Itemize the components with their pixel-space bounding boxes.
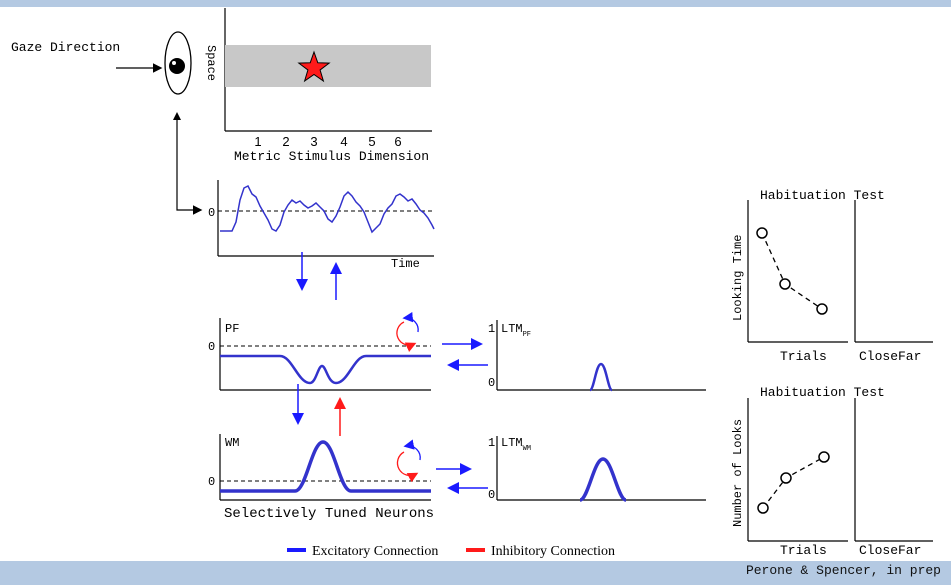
selectively-tuned-neurons-label: Selectively Tuned Neurons [224,506,434,522]
habituation-top-xlabel: Trials [780,349,827,364]
wm-label: WM [225,436,239,450]
ltm-pf-trace [588,362,614,392]
habituation-bottom-xlabel: Trials [780,543,827,558]
habituation-bottom-point [757,502,769,514]
habituation-top-point [779,278,791,290]
habituation-top-far-label: Far [898,349,921,364]
wm-activation-curve [220,440,431,493]
ltm-wm-trace [579,457,627,502]
top-banner [0,0,951,7]
time-zero-label: 0 [208,206,215,220]
wm-zero-label: 0 [208,475,215,489]
wm-interaction-loop-icon [396,439,421,483]
time-axis-label: Time [391,257,420,271]
tick-6: 6 [394,134,401,149]
pf-activation-curve [220,354,431,385]
legend-inhibitory-label: Inhibitory Connection [491,544,615,559]
habituation-bottom-far-label: Far [898,543,921,558]
habituation-bottom-chart: Habituation Test Number of Looks Trials … [731,385,933,558]
habituation-bottom-point [818,451,830,463]
credit-text: Perone & Spencer, in prep [745,563,941,578]
time-signal-trace [220,184,435,234]
pf-label: PF [225,322,239,336]
habituation-top-line [761,232,823,310]
stimulus-dimension-label: Metric Stimulus Dimension [234,149,429,164]
legend: Excitatory Connection Inhibitory Connect… [287,544,615,559]
habituation-top-close-label: Close [859,349,898,364]
space-axis-label: Space [204,45,218,81]
ltm-pf-one: 1 [488,322,495,336]
stimulus-band [225,45,431,87]
ltm-pf-zero: 0 [488,376,495,390]
eye-icon [164,31,192,95]
pf-zero-label: 0 [208,340,215,354]
time-panel: 0 Time [208,180,435,271]
tick-3: 3 [310,134,317,149]
habituation-bottom-title: Habituation Test [760,385,885,400]
pf-interaction-loop-icon [396,312,419,352]
gaze-direction-label: Gaze Direction [11,40,120,55]
ltm-wm-zero: 0 [488,488,495,502]
habituation-top-ylabel: Looking Time [731,235,745,321]
ltm-wm-panel: 1 0 LTMWM [488,436,706,502]
ltm-wm-label: LTMWM [501,436,531,453]
habituation-bottom-close-label: Close [859,543,898,558]
habituation-top-point [756,227,768,239]
stimulus-star-icon [297,50,331,83]
tick-2: 2 [282,134,289,149]
habituation-top-title: Habituation Test [760,188,885,203]
legend-excitatory-label: Excitatory Connection [312,544,438,559]
tick-5: 5 [368,134,375,149]
ltm-pf-label: LTMPF [501,322,531,339]
pf-panel: PF 0 [208,312,431,391]
habituation-top-point [816,303,828,315]
bottom-banner [0,561,951,585]
habituation-bottom-point [780,472,792,484]
eye-to-time-arrow [176,114,203,215]
tick-1: 1 [254,134,261,149]
ltm-wm-one: 1 [488,436,495,450]
tick-4: 4 [340,134,347,149]
stimulus-panel: Space 1 2 3 4 5 6 Metric Stimulus Dimens… [204,8,432,164]
habituation-bottom-line [762,456,825,509]
habituation-bottom-ylabel: Number of Looks [731,419,745,527]
wm-panel: WM 0 [208,434,431,501]
habituation-top-chart: Habituation Test Looking Time Trials Clo… [731,188,933,364]
ltm-pf-panel: 1 0 LTMPF [488,320,706,392]
